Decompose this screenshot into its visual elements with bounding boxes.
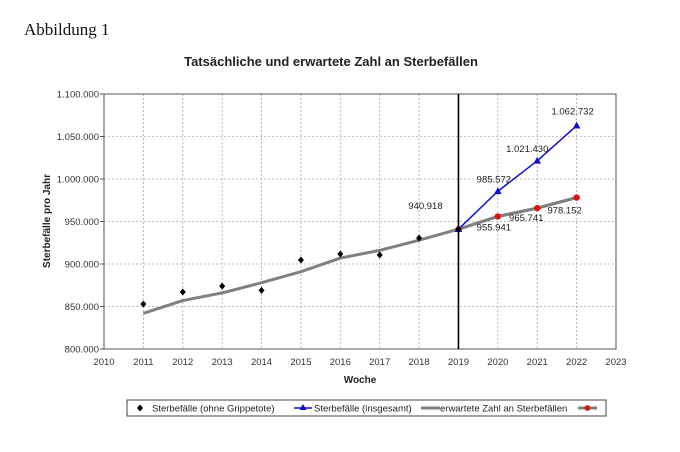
data-label: 985.572 [477, 174, 511, 185]
data-label: 1.021.430 [506, 144, 548, 155]
x-tick-label: 2015 [290, 357, 311, 368]
data-label: 965.741 [509, 213, 543, 224]
x-tick-label: 2016 [330, 357, 351, 368]
series-layer [140, 121, 581, 315]
x-tick-label: 2017 [369, 357, 390, 368]
data-label: 955.941 [477, 222, 511, 233]
y-axis-ticks: 800.000 850.000 900.000 950.000 1.000.000 1.0… [57, 90, 104, 356]
legend-label-series-0: Sterbefälle (ohne Grippetote) [152, 404, 275, 415]
x-tick-label: 2020 [487, 357, 508, 368]
x-tick-label: 2011 [133, 357, 153, 368]
triangle-marker [494, 187, 502, 195]
y-tick-label: 1.050.000 [57, 132, 99, 143]
diamond-marker [219, 282, 226, 290]
legend-red-marker [584, 405, 591, 411]
y-axis-label: Sterbefälle pro Jahr [42, 174, 53, 268]
x-tick-label: 2022 [566, 357, 587, 368]
diamond-marker [297, 256, 304, 264]
series-line-3 [457, 196, 578, 231]
figure-label: Abbildung 1 [24, 20, 110, 39]
chart-title: Tatsächliche und erwartete Zahl an Sterb… [184, 54, 478, 69]
data-labels: 985.5721.021.4301.062.732940.918955.9419… [408, 107, 593, 234]
y-tick-label: 900.000 [65, 260, 99, 271]
diamond-marker [179, 288, 186, 296]
diamond-marker [337, 250, 344, 258]
diamond-marker [416, 234, 423, 242]
diamond-marker [376, 251, 383, 259]
data-label: 978.152 [547, 206, 581, 217]
series-line-1 [457, 125, 578, 230]
x-tick-label: 2021 [527, 357, 548, 368]
data-label: 1.062.732 [551, 107, 593, 118]
x-tick-label: 2019 [448, 357, 469, 368]
legend-diamond-marker [137, 404, 143, 412]
triangle-marker [572, 121, 581, 129]
legend-label-series-2: erwartete Zahl an Sterbefällen [440, 404, 567, 415]
y-tick-label: 950.000 [65, 217, 99, 228]
x-tick-label: 2013 [212, 357, 233, 368]
circle-marker [494, 213, 502, 220]
y-tick-label: 1.100.000 [57, 90, 99, 101]
x-tick-label: 2014 [251, 357, 272, 368]
legend-triangle-marker [299, 404, 307, 410]
y-tick-label: 1.000.000 [57, 175, 99, 186]
data-label: 940.918 [408, 201, 442, 212]
diamond-marker [258, 286, 265, 294]
triangle-marker [533, 156, 542, 164]
diamond-marker [140, 300, 147, 308]
x-tick-label: 2018 [409, 357, 430, 368]
legend-label-series-1: Sterbefälle (insgesamt) [314, 404, 412, 415]
x-axis-label: Woche [344, 375, 377, 386]
circle-marker [573, 194, 580, 201]
y-tick-label: 850.000 [65, 302, 99, 313]
diamond-marker [455, 225, 462, 233]
legend-box [126, 399, 607, 417]
x-tick-label: 2023 [605, 357, 626, 368]
x-tick-label: 2010 [93, 357, 114, 368]
x-tick-label: 2012 [172, 357, 193, 368]
x-axis-ticks: 2010 2011 2012 2013 2014 2015 2016 2017 2018 2019… [93, 357, 626, 368]
y-tick-label: 800.000 [65, 345, 99, 356]
circle-marker [534, 204, 541, 212]
legend: Sterbefälle (ohne Grippetote) Sterbefäll… [126, 399, 607, 417]
